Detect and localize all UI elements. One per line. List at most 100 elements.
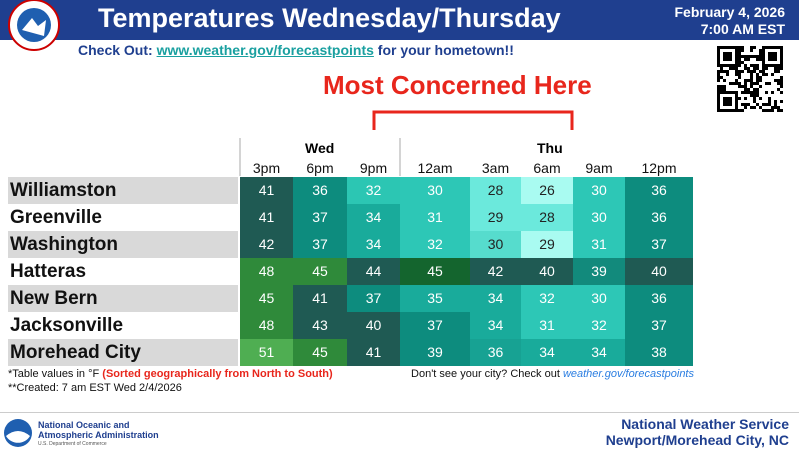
- qr-module: [777, 79, 780, 82]
- qr-module: [747, 88, 750, 91]
- qr-module: [750, 82, 753, 85]
- qr-module: [774, 67, 777, 70]
- qr-module: [744, 64, 747, 67]
- qr-module: [762, 103, 765, 106]
- callout: Most Concerned Here: [323, 70, 592, 100]
- qr-module: [756, 73, 759, 76]
- qr-module: [744, 58, 747, 61]
- qr-module: [753, 88, 756, 91]
- qr-module: [768, 52, 777, 61]
- temp-cell: 45: [240, 285, 293, 312]
- qr-module: [744, 97, 747, 100]
- qr-module: [762, 67, 765, 70]
- time-label: 9pm: [359, 160, 388, 176]
- qr-module: [771, 109, 774, 112]
- temp-cell: 30: [400, 177, 470, 204]
- qr-module: [753, 64, 756, 67]
- qr-module: [738, 64, 741, 67]
- qr-module: [747, 55, 750, 58]
- temp-cell: 29: [470, 204, 521, 231]
- qr-module: [771, 91, 774, 94]
- qr-module: [747, 91, 750, 94]
- qr-module: [738, 61, 741, 64]
- day-label: Wed: [305, 140, 335, 156]
- qr-module: [750, 46, 753, 49]
- qr-module: [756, 88, 759, 91]
- qr-module: [720, 70, 723, 73]
- qr-module: [753, 97, 756, 100]
- qr-module: [750, 94, 753, 97]
- qr-module: [756, 64, 759, 67]
- qr-module: [735, 70, 738, 73]
- city-name: Williamston: [8, 177, 238, 204]
- note-units: *Table values in °F (Sorted geographical…: [8, 368, 333, 380]
- time: 7:00 AM EST: [700, 21, 785, 37]
- qr-module: [738, 97, 741, 100]
- qr-code: [717, 46, 783, 112]
- qr-module: [777, 67, 780, 70]
- qr-module: [765, 91, 768, 94]
- qr-module: [720, 88, 723, 91]
- qr-module: [750, 55, 753, 58]
- qr-module: [744, 67, 747, 70]
- qr-module: [759, 76, 762, 79]
- qr-module: [780, 79, 783, 82]
- qr-module: [741, 91, 744, 94]
- qr-module: [777, 109, 780, 112]
- qr-module: [747, 58, 750, 61]
- temp-cell: 45: [400, 258, 470, 285]
- qr-module: [774, 106, 777, 109]
- temp-cell: 42: [470, 258, 521, 285]
- city-name: Greenville: [8, 204, 238, 231]
- temp-cell: 36: [625, 204, 693, 231]
- qr-module: [780, 109, 783, 112]
- temp-cell: 28: [521, 204, 573, 231]
- qr-module: [738, 82, 741, 85]
- qr-module: [717, 70, 720, 73]
- temp-cell: 44: [347, 258, 400, 285]
- qr-module: [741, 61, 744, 64]
- checkout-link[interactable]: www.weather.gov/forecastpoints: [156, 42, 374, 58]
- qr-module: [738, 49, 741, 52]
- qr-module: [750, 73, 753, 76]
- qr-module: [741, 85, 744, 88]
- qr-module: [780, 82, 783, 85]
- time-label: 3am: [481, 160, 510, 176]
- qr-module: [738, 109, 741, 112]
- qr-module: [741, 103, 744, 106]
- qr-module: [753, 67, 756, 70]
- qr-module: [741, 70, 744, 73]
- time-label: 12pm: [641, 160, 677, 176]
- temp-cell: 30: [573, 285, 625, 312]
- qr-module: [753, 106, 756, 109]
- temp-cell: 37: [293, 204, 347, 231]
- qr-module: [756, 82, 759, 85]
- qr-module: [762, 70, 765, 73]
- qr-module: [777, 106, 780, 109]
- qr-module: [753, 55, 756, 58]
- qr-module: [720, 76, 723, 79]
- qr-module: [750, 106, 753, 109]
- temp-cell: 37: [293, 231, 347, 258]
- temp-cell: 42: [240, 231, 293, 258]
- qr-module: [750, 76, 753, 79]
- qr-module: [738, 52, 741, 55]
- temp-cell: 31: [400, 204, 470, 231]
- qr-module: [774, 70, 777, 73]
- qr-module: [744, 55, 747, 58]
- temp-cell: 43: [293, 312, 347, 339]
- temp-cell: 37: [347, 285, 400, 312]
- qr-module: [738, 58, 741, 61]
- temp-cell: 31: [521, 312, 573, 339]
- qr-module: [738, 73, 741, 76]
- qr-module: [726, 70, 729, 73]
- day-label: Thu: [537, 140, 563, 156]
- qr-module: [756, 79, 759, 82]
- city-link[interactable]: weather.gov/forecastpoints: [562, 368, 694, 380]
- qr-module: [768, 103, 771, 106]
- temp-cell: 38: [625, 339, 693, 366]
- temp-cell: 30: [470, 231, 521, 258]
- qr-module: [765, 103, 768, 106]
- qr-module: [768, 82, 771, 85]
- temp-cell: 41: [293, 285, 347, 312]
